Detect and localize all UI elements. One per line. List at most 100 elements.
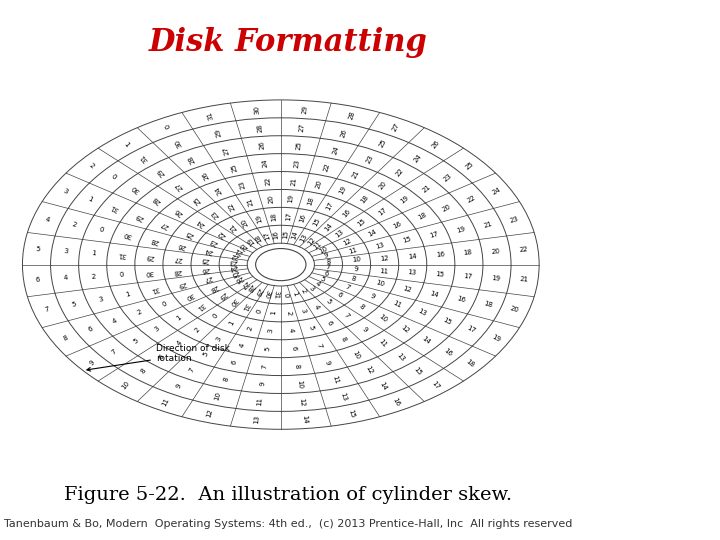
Text: 4: 4 — [63, 275, 68, 281]
Text: 19: 19 — [338, 185, 348, 196]
Text: 17: 17 — [285, 212, 292, 221]
Text: 20: 20 — [315, 179, 323, 189]
Text: 14: 14 — [408, 253, 417, 260]
Text: 27: 27 — [238, 279, 249, 289]
Text: 22: 22 — [466, 195, 477, 204]
Text: 30: 30 — [174, 138, 184, 148]
Text: 21: 21 — [482, 220, 492, 229]
Text: 10: 10 — [377, 313, 388, 323]
Text: 9: 9 — [175, 383, 183, 389]
Text: 24: 24 — [413, 153, 423, 163]
Text: 0: 0 — [98, 226, 104, 233]
Text: 24: 24 — [214, 185, 223, 195]
Text: 0: 0 — [211, 312, 219, 319]
Text: 30: 30 — [122, 231, 133, 239]
Text: 12: 12 — [206, 409, 214, 419]
Text: 21: 21 — [228, 222, 238, 233]
Text: 10: 10 — [351, 349, 361, 360]
Text: 24: 24 — [195, 218, 206, 228]
Text: 31: 31 — [109, 203, 120, 213]
Text: 14: 14 — [429, 290, 439, 299]
Text: 1: 1 — [175, 314, 182, 322]
Text: 5: 5 — [320, 275, 326, 282]
Text: 8: 8 — [339, 335, 347, 342]
Text: 6: 6 — [35, 276, 40, 283]
Text: 17: 17 — [466, 325, 477, 334]
Text: Disk Formatting: Disk Formatting — [148, 27, 428, 58]
Text: 16: 16 — [299, 213, 307, 224]
Text: 19: 19 — [491, 275, 500, 281]
Text: 15: 15 — [348, 409, 356, 419]
Text: 14: 14 — [290, 231, 299, 241]
Text: 20: 20 — [240, 217, 250, 227]
Text: 9: 9 — [361, 326, 368, 333]
Text: 1: 1 — [270, 310, 276, 315]
Text: 14: 14 — [324, 222, 334, 233]
Text: 25: 25 — [230, 162, 238, 172]
Text: 28: 28 — [150, 236, 160, 244]
Text: 2: 2 — [89, 162, 96, 170]
Text: 19: 19 — [456, 226, 466, 234]
Text: 5: 5 — [307, 325, 315, 331]
Text: 3: 3 — [215, 335, 222, 342]
Text: 23: 23 — [238, 179, 247, 189]
Text: 29: 29 — [217, 290, 228, 300]
Text: 11: 11 — [379, 268, 389, 274]
Text: 11: 11 — [312, 240, 323, 251]
Text: 19: 19 — [246, 236, 256, 246]
Text: 24: 24 — [229, 264, 238, 271]
Text: 3: 3 — [98, 296, 104, 303]
Text: 22: 22 — [323, 162, 331, 172]
Text: 6: 6 — [323, 270, 330, 277]
Text: 2: 2 — [285, 310, 292, 315]
Text: 23: 23 — [209, 237, 220, 247]
Text: 3: 3 — [153, 326, 161, 333]
Text: 11: 11 — [161, 396, 171, 407]
Text: 31: 31 — [240, 302, 250, 313]
Text: 3: 3 — [62, 187, 68, 195]
Text: 15: 15 — [356, 218, 366, 228]
Text: 28: 28 — [348, 111, 356, 120]
Text: 29: 29 — [135, 212, 145, 221]
Text: 23: 23 — [365, 153, 374, 164]
Text: 18: 18 — [253, 232, 263, 243]
Text: 11: 11 — [256, 397, 263, 407]
Text: 4: 4 — [44, 216, 50, 223]
Text: 2: 2 — [194, 326, 201, 333]
Text: 28: 28 — [152, 195, 163, 205]
Text: 19: 19 — [287, 194, 294, 204]
Text: 21: 21 — [519, 276, 528, 284]
Text: 23: 23 — [210, 208, 220, 219]
Text: 21: 21 — [351, 170, 361, 180]
Text: 27: 27 — [159, 220, 170, 230]
Text: 17: 17 — [263, 231, 271, 241]
Text: 13: 13 — [408, 269, 417, 276]
Text: 7: 7 — [343, 312, 351, 319]
Text: 6: 6 — [291, 346, 297, 351]
Text: 5: 5 — [132, 337, 139, 345]
Text: 30: 30 — [130, 184, 141, 194]
Text: 9: 9 — [369, 292, 376, 300]
Text: 17: 17 — [377, 206, 388, 217]
Text: 18: 18 — [359, 194, 369, 205]
Text: 20: 20 — [491, 248, 500, 254]
Text: 20: 20 — [267, 194, 274, 204]
Text: 17: 17 — [428, 231, 439, 239]
Text: 12: 12 — [299, 397, 305, 407]
Text: 7: 7 — [189, 367, 196, 374]
Text: 23: 23 — [443, 172, 454, 183]
Text: 18: 18 — [482, 300, 493, 309]
Text: 12: 12 — [402, 285, 412, 293]
Text: 19: 19 — [491, 333, 502, 343]
Text: 24: 24 — [203, 246, 213, 255]
Text: 2: 2 — [300, 288, 307, 295]
Text: 18: 18 — [417, 212, 427, 221]
Text: 31: 31 — [117, 251, 126, 258]
Text: 26: 26 — [233, 274, 244, 284]
Text: 25: 25 — [192, 194, 202, 205]
Text: 16: 16 — [443, 347, 454, 357]
Text: Tanenbaum & Bo, Modern  Operating Systems: 4th ed.,  (c) 2013 Prentice-Hall, Inc: Tanenbaum & Bo, Modern Operating Systems… — [4, 519, 572, 529]
Text: 4: 4 — [312, 304, 320, 310]
Text: 17: 17 — [431, 380, 441, 390]
Text: 18: 18 — [270, 212, 276, 221]
